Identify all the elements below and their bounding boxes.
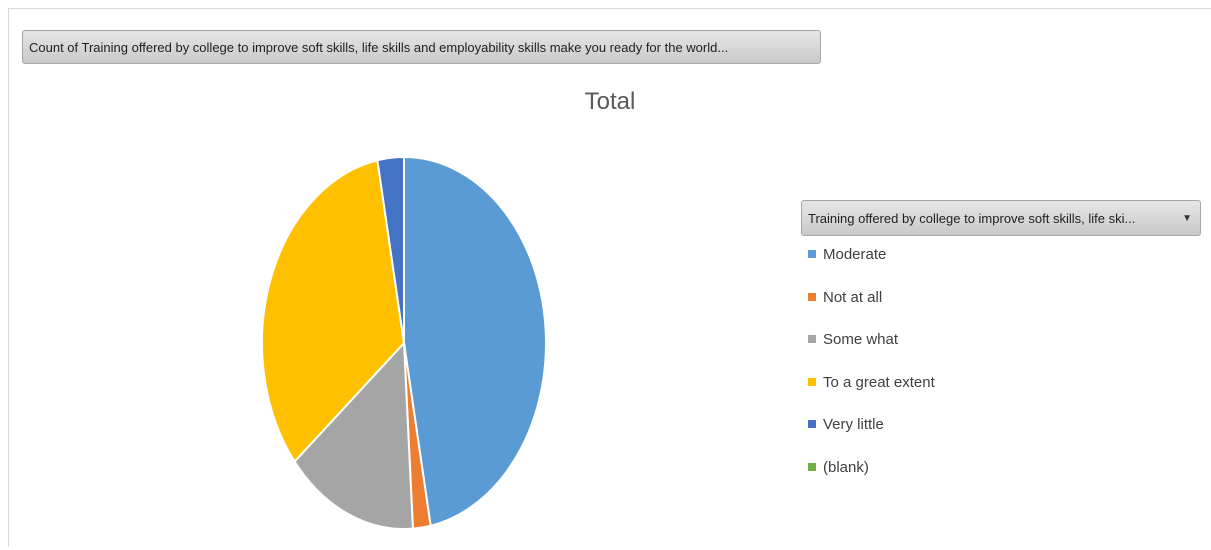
legend-field-label: Training offered by college to improve s… <box>808 211 1136 226</box>
legend-label: Not at all <box>823 288 883 306</box>
legend-label: Some what <box>823 331 899 348</box>
legend-field-filter-button[interactable]: Training offered by college to improve s… <box>801 200 1201 236</box>
legend-item[interactable]: To a great extent <box>808 371 935 414</box>
legend-item[interactable]: Very little <box>808 413 935 456</box>
legend-swatch <box>808 420 816 428</box>
pie-chart <box>261 155 547 530</box>
legend-label: Moderate <box>823 246 887 263</box>
legend-swatch <box>808 335 816 343</box>
chart-title: Total <box>584 88 636 115</box>
legend-swatch <box>808 462 816 471</box>
legend-swatch <box>808 377 816 386</box>
pie-slice-to-a-great-extent[interactable] <box>261 159 406 464</box>
value-field-button[interactable]: Count of Training offered by college to … <box>22 30 821 64</box>
pie-slice-moderate[interactable] <box>403 155 547 527</box>
chart-frame-top <box>8 8 1211 9</box>
value-field-label: Count of Training offered by college to … <box>29 40 729 55</box>
legend-label: To a great extent <box>823 373 935 391</box>
chart-legend: Moderate Not at all Some what To a great ex… <box>808 243 935 498</box>
legend-item[interactable]: Some what <box>808 328 935 371</box>
chart-frame-left <box>8 8 9 547</box>
pie-slice-some-what[interactable] <box>293 340 414 530</box>
legend-swatch <box>808 250 816 258</box>
legend-item[interactable]: Moderate <box>808 243 935 286</box>
dropdown-triangle-icon: ▼ <box>1182 213 1192 224</box>
pie-slice-very-little[interactable] <box>376 155 405 344</box>
legend-item[interactable]: (blank) <box>808 456 935 499</box>
legend-label: Very little <box>823 416 884 433</box>
legend-swatch <box>808 292 816 301</box>
legend-item[interactable]: Not at all <box>808 286 935 329</box>
legend-label: (blank) <box>823 458 869 476</box>
